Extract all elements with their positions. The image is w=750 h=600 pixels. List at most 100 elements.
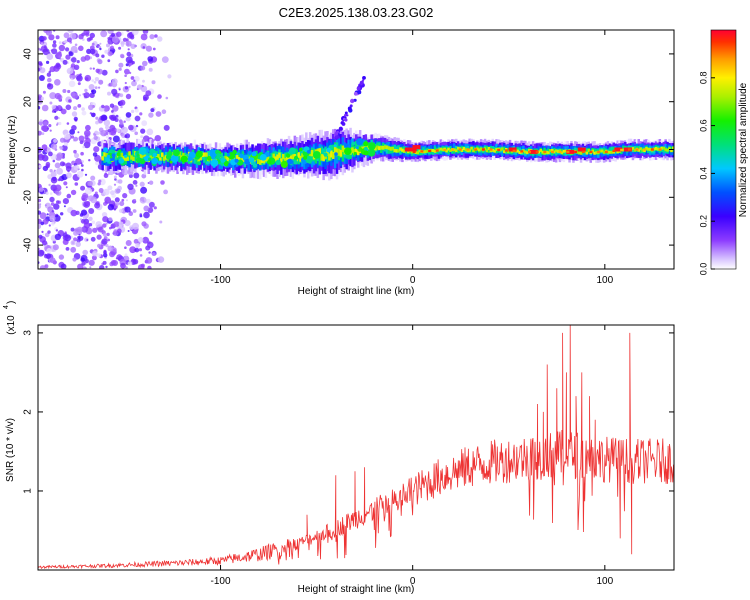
colorbar-label: Normalized spectral amplitude (738, 82, 749, 217)
spectrogram-noise-cell (38, 203, 42, 210)
spectrogram-blob (247, 150, 252, 156)
spectrogram-band-cell (543, 151, 546, 155)
spectrogram-band-cell (487, 147, 491, 150)
spectrogram-noise-cell (78, 94, 82, 97)
spectrogram-noise-cell (88, 195, 94, 202)
spectrogram-band-cell (479, 147, 483, 151)
spectrogram-noise-cell (77, 263, 84, 269)
spectrogram-noise-cell (85, 137, 91, 144)
spectrogram-noise-cell (70, 45, 78, 53)
spectrogram-band-cell (401, 148, 404, 152)
spectrogram-noise-cell (101, 238, 108, 245)
colorbar-tick-label: 0.0 (698, 263, 708, 276)
spectrogram-noise-cell (62, 89, 67, 93)
spectrogram-noise-cell (41, 144, 48, 151)
spectrogram-noise-cell (102, 260, 107, 265)
spectrogram-noise-cell (110, 226, 113, 229)
spectrogram-band-cell (503, 150, 506, 154)
spectrogram-band-cell (197, 158, 200, 164)
spectrogram-blob (135, 150, 139, 154)
spectrogram-noise-cell (51, 48, 58, 55)
spectrogram-noise-cell (76, 75, 83, 82)
spectrogram-noise-cell (73, 106, 78, 111)
spectrogram-band-cell (445, 149, 448, 153)
spectrogram-noise-cell (120, 54, 125, 59)
spectrogram-noise-cell (140, 135, 144, 139)
spectrogram-band-cell (149, 155, 152, 160)
spectrogram-blob (170, 154, 179, 163)
spectrogram-noise-cell (125, 112, 132, 118)
spectrogram-noise-cell (116, 128, 120, 132)
spectrogram-blob (187, 156, 193, 162)
spectrogram-band-cell (122, 148, 125, 163)
spectrogram-noise-cell (124, 74, 127, 77)
spectrogram-band-cell (278, 152, 281, 158)
spectrogram-band-cell (662, 146, 665, 153)
spectrogram-noise-cell (73, 149, 77, 154)
snr-multiplier-close: ) (6, 301, 17, 304)
spectrogram-noise-cell (141, 120, 148, 127)
spectrogram-noise-cell (76, 60, 80, 64)
spectrogram-noise-cell (119, 121, 124, 125)
spectrogram-noise-cell (107, 51, 113, 57)
spectrogram-noise-cell (45, 253, 52, 259)
spectrogram-noise-cell (131, 80, 137, 87)
spectrogram-noise-cell (56, 152, 64, 159)
spectrogram-noise-cell (91, 79, 94, 82)
spectrogram-noise-cell (109, 103, 115, 108)
colorbar-tick-label: 0.2 (698, 215, 708, 228)
spectrogram-blob (232, 149, 237, 155)
spectrogram-band-cell (385, 145, 389, 150)
spectrogram-noise-cell (73, 165, 80, 171)
spectrogram-peak-cell (566, 149, 575, 154)
spectrogram-noise-cell (88, 216, 93, 221)
spectrogram-blob (248, 157, 255, 163)
spectrogram-noise-cell (59, 137, 66, 143)
spectrogram-noise-cell (79, 213, 84, 217)
spectrogram-band-cell (149, 150, 152, 160)
spectrogram-blob (253, 163, 258, 168)
spectrogram-band-cell (591, 149, 594, 153)
spectrogram-band-cell (562, 149, 566, 156)
spectrogram-noise-cell (74, 43, 78, 47)
spectrogram-band-cell (355, 141, 358, 152)
spectrogram-noise-cell (38, 75, 45, 81)
spectrogram-noise-cell (114, 188, 121, 194)
spectrogram-noise-cell (101, 104, 105, 109)
spectrogram-blob (275, 159, 281, 166)
spectrogram-noise-cell (138, 248, 142, 252)
spectrogram-noise-cell (79, 218, 83, 221)
spectrogram-band-cell (387, 146, 391, 154)
spectrogram-noise-cell (108, 217, 113, 222)
spectrogram-blob (167, 150, 173, 157)
spectrogram-blob (157, 160, 162, 165)
spectrogram-noise-cell (122, 193, 128, 199)
spectrogram-rising-cell (346, 114, 349, 117)
spectrogram-noise-cell (167, 74, 172, 79)
spectrogram-band-cell (449, 146, 452, 152)
spectrogram-noise-cell (78, 45, 84, 52)
spectrogram-noise-cell (103, 188, 110, 196)
spectrogram-band-cell (418, 149, 421, 153)
spectrogram-noise-cell (119, 93, 124, 98)
spectrogram-band-cell (318, 151, 321, 165)
spectrogram-noise-cell (91, 89, 94, 93)
spectrogram-band-cell (460, 145, 464, 152)
spectrogram-noise-cell (95, 221, 103, 228)
spectrogram-noise-cell (115, 201, 120, 206)
spectrogram-noise-cell (101, 69, 108, 76)
spectrogram-noise-cell (42, 240, 48, 246)
spectrogram-noise-cell (51, 221, 55, 226)
spectrogram-noise-cell (76, 226, 83, 233)
spectrogram-rising-cell (334, 131, 339, 136)
spectrogram-blob (227, 153, 231, 157)
spectrogram-band-cell (652, 147, 656, 151)
spectrogram-band-cell (422, 147, 425, 153)
spectrogram-noise-cell (43, 45, 47, 49)
snr-multiplier: (x10 4 ) (3, 301, 17, 335)
spectrogram-band-cell (366, 144, 370, 149)
spectrogram-band-cell (399, 147, 402, 155)
spectrogram-noise-cell (107, 91, 111, 96)
spectrogram-noise-cell (155, 111, 162, 117)
spectrogram-rising-cell (357, 90, 362, 95)
